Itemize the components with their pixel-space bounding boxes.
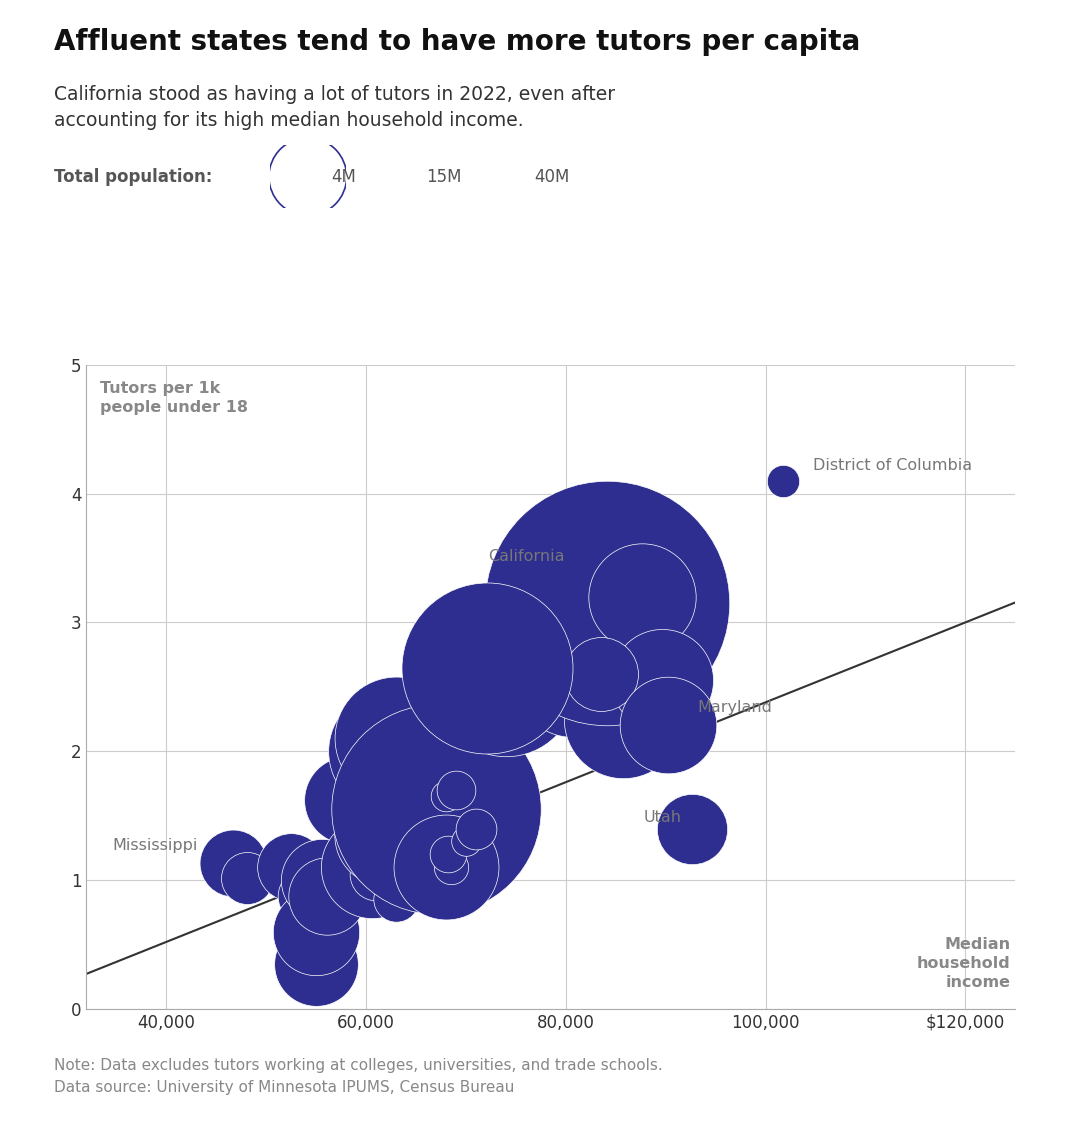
Point	[340, 791, 357, 809]
Point	[367, 864, 384, 882]
Point	[319, 887, 336, 905]
Text: District of Columbia: District of Columbia	[812, 458, 972, 473]
Text: Mississippi: Mississippi	[112, 838, 198, 853]
Point	[615, 710, 632, 728]
Point	[388, 730, 405, 748]
Point	[416, 788, 433, 806]
Point	[386, 168, 403, 186]
Text: 4M: 4M	[332, 168, 356, 186]
Text: 15M: 15M	[427, 168, 462, 186]
Text: Note: Data excludes tutors working at colleges, universities, and trade schools.: Note: Data excludes tutors working at co…	[54, 1058, 663, 1094]
Point	[437, 858, 455, 877]
Text: Total population:: Total population:	[54, 168, 213, 186]
Point	[564, 671, 581, 690]
Point	[774, 472, 792, 490]
Point	[413, 832, 430, 850]
Point	[537, 665, 554, 683]
Text: Utah: Utah	[644, 809, 683, 824]
Point	[634, 587, 651, 605]
Point	[684, 820, 701, 838]
Point	[653, 671, 671, 690]
Point	[428, 800, 445, 819]
Point	[423, 809, 441, 828]
Point	[397, 800, 415, 819]
Text: Tutors per 1k
people under 18: Tutors per 1k people under 18	[100, 381, 248, 415]
Point	[487, 659, 504, 677]
Point	[440, 845, 457, 863]
Point	[478, 659, 496, 677]
Text: Median
household
income: Median household income	[917, 937, 1011, 990]
Point	[468, 820, 485, 838]
Point	[388, 890, 405, 909]
Point	[432, 813, 449, 831]
Point	[589, 710, 606, 728]
Point	[659, 716, 676, 734]
Text: Maryland: Maryland	[698, 700, 772, 715]
Text: 40M: 40M	[535, 168, 570, 186]
Point	[457, 832, 474, 850]
Point	[557, 652, 575, 670]
Point	[598, 594, 616, 612]
Point	[592, 671, 609, 690]
Text: California: California	[488, 549, 565, 564]
Point	[308, 954, 325, 972]
Point	[299, 168, 316, 186]
Point	[313, 871, 330, 889]
Point	[447, 781, 464, 799]
Point	[593, 665, 610, 683]
Point	[377, 825, 394, 844]
Point	[283, 858, 300, 877]
Point	[224, 854, 241, 872]
Point	[428, 800, 445, 819]
Point	[382, 742, 400, 760]
Point	[238, 869, 255, 887]
Text: Affluent states tend to have more tutors per capita: Affluent states tend to have more tutors…	[54, 28, 861, 57]
Point	[297, 887, 314, 905]
Text: California stood as having a lot of tutors in 2022, even after
accounting for it: California stood as having a lot of tuto…	[54, 86, 616, 130]
Point	[381, 809, 399, 828]
Point	[437, 788, 455, 806]
Point	[407, 825, 424, 844]
Point	[363, 832, 380, 850]
Point	[483, 168, 500, 186]
Point	[557, 659, 575, 677]
Point	[443, 858, 460, 877]
Point	[497, 677, 514, 695]
Point	[308, 922, 325, 940]
Point	[437, 820, 455, 838]
Point	[363, 858, 380, 877]
